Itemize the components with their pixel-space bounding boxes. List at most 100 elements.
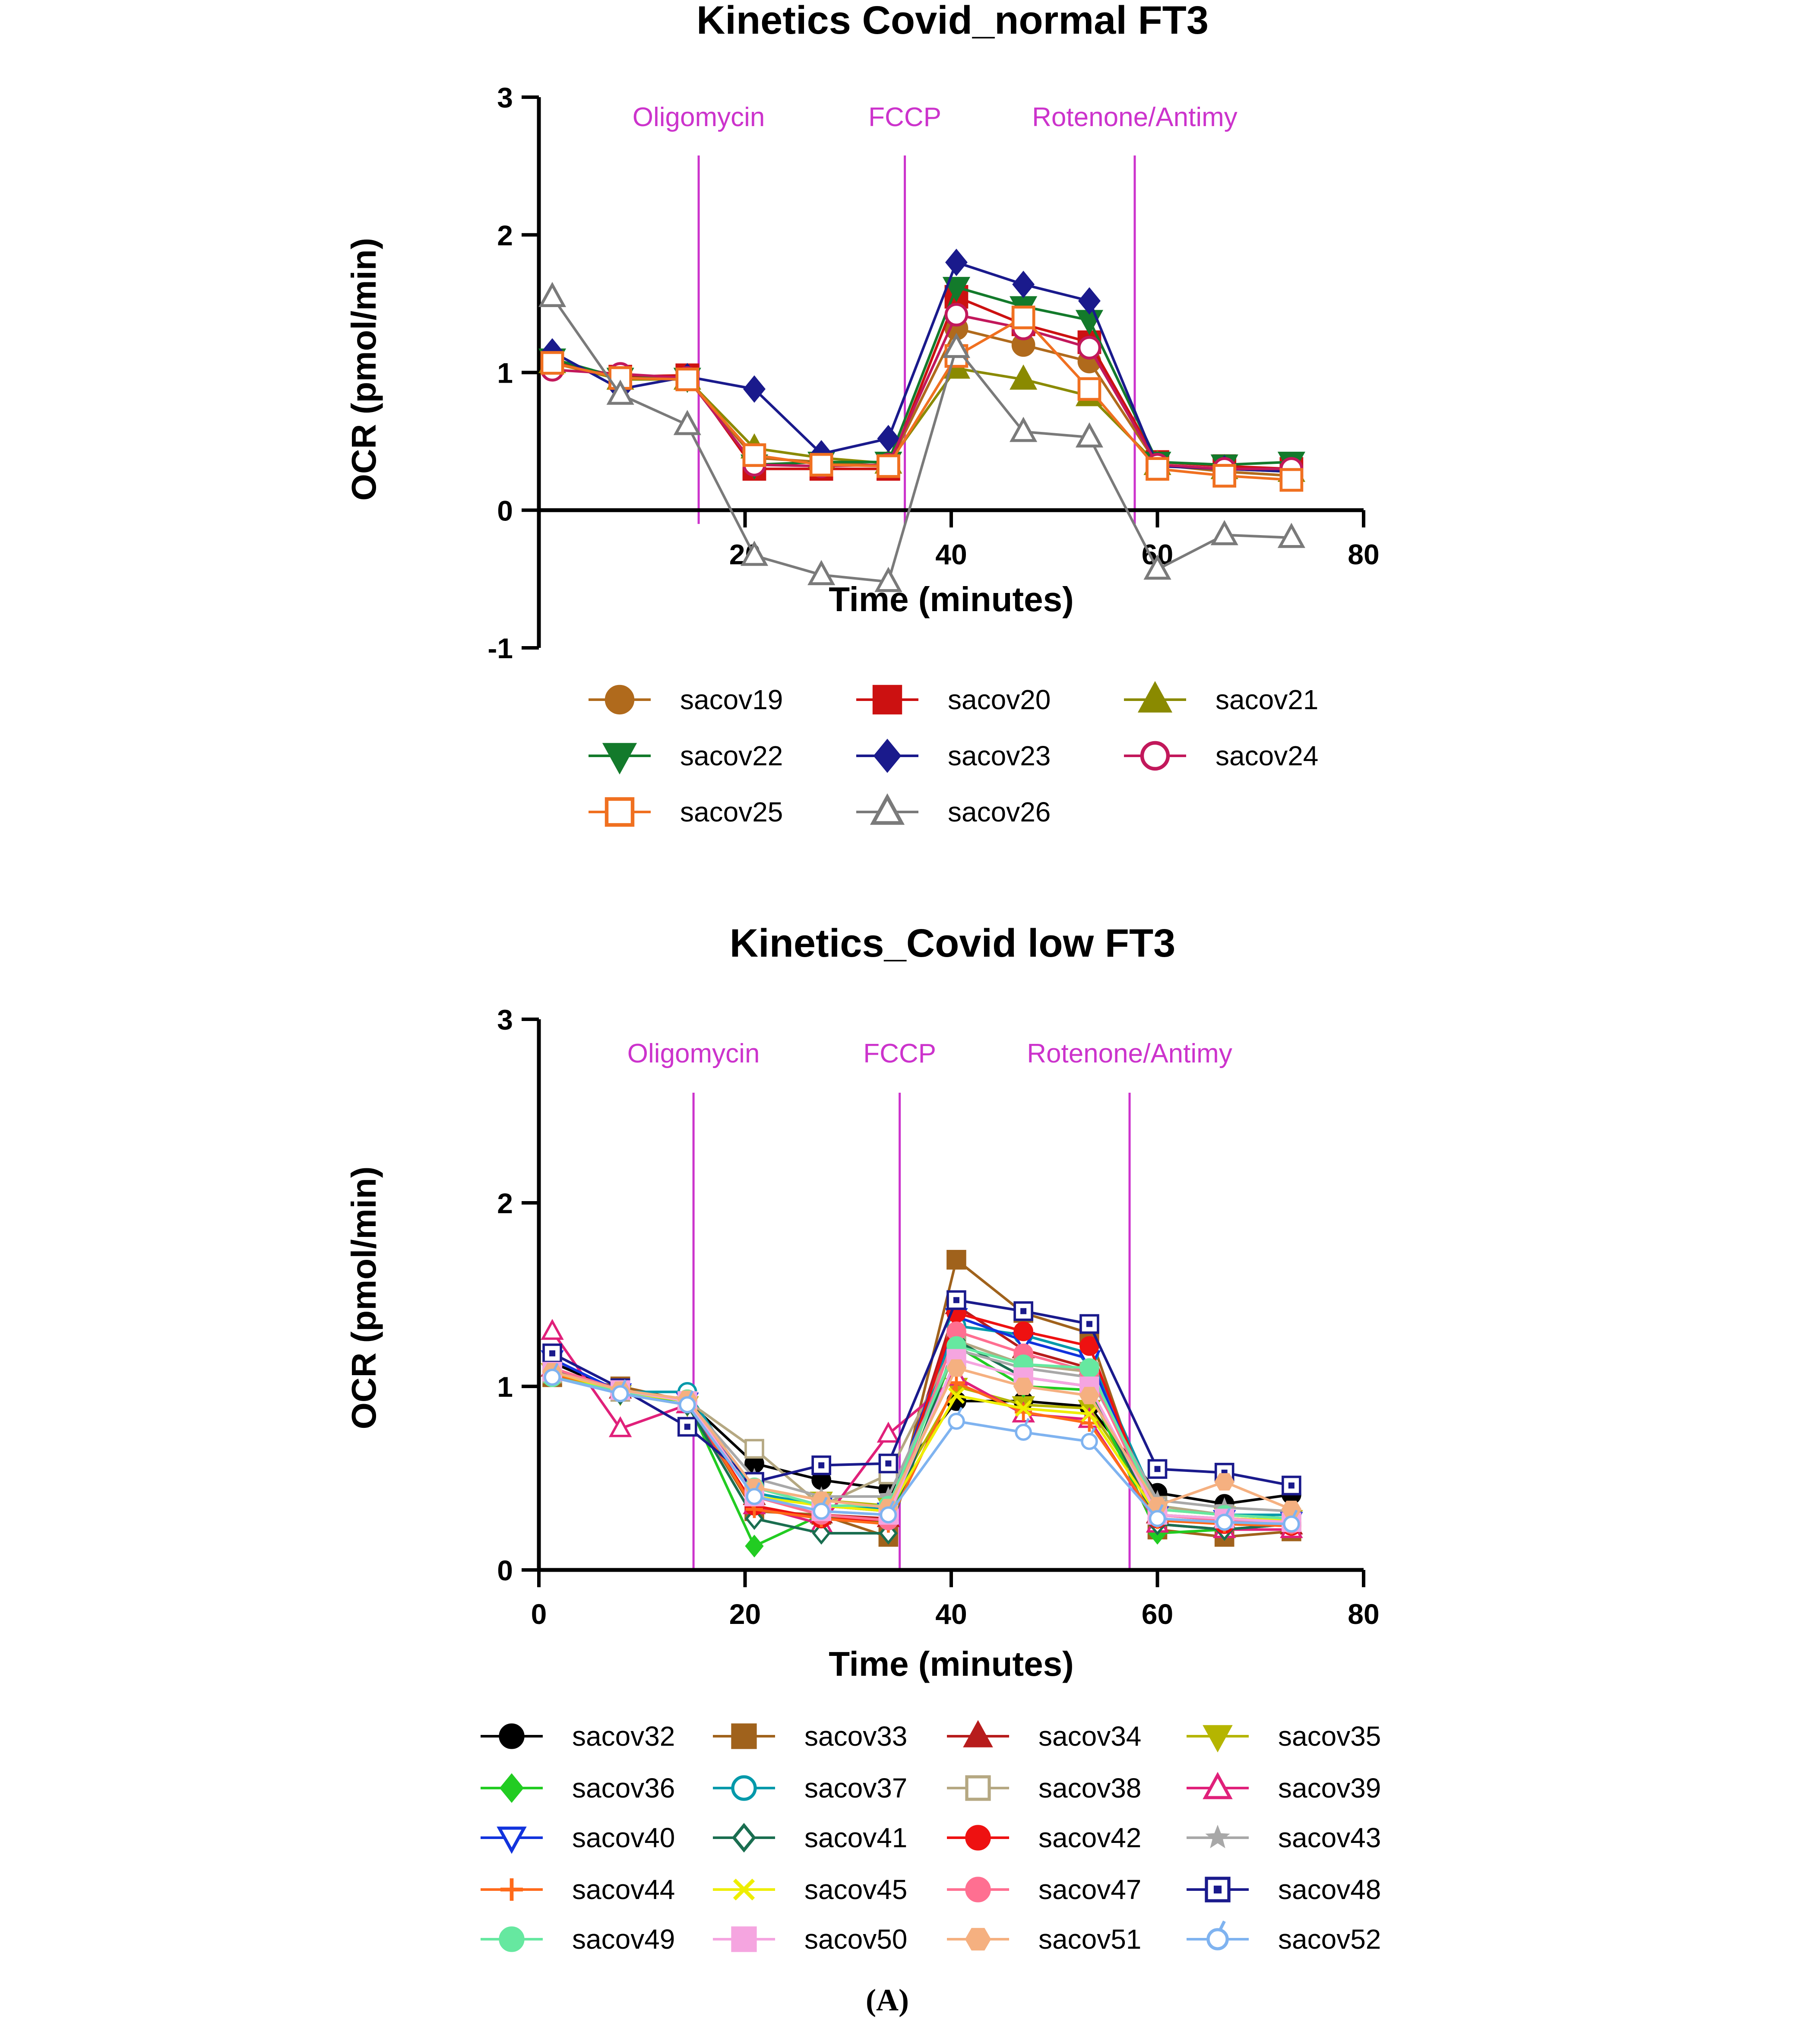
data-point xyxy=(1078,287,1101,315)
legend-marker xyxy=(733,1878,755,1901)
legend-item: sacov26 xyxy=(856,793,1051,828)
legend-label: sacov43 xyxy=(1278,1822,1381,1853)
data-series xyxy=(538,248,1305,592)
data-point xyxy=(948,1387,965,1404)
x-tick-label: 80 xyxy=(1348,1598,1379,1630)
legend-label: sacov25 xyxy=(680,796,783,828)
legend-marker xyxy=(1206,1928,1229,1950)
data-point xyxy=(1015,1424,1032,1441)
data-point xyxy=(880,1506,897,1524)
legend-marker xyxy=(965,1928,991,1951)
data-point xyxy=(1281,1500,1302,1518)
data-point xyxy=(1015,1400,1032,1417)
legend-marker xyxy=(872,685,902,715)
legend-item: sacov34 xyxy=(947,1720,1141,1752)
legend-marker xyxy=(499,1773,524,1803)
data-point xyxy=(746,1488,763,1505)
legend-label: sacov42 xyxy=(1038,1822,1141,1853)
data-point xyxy=(877,1421,900,1443)
axes xyxy=(522,1018,1365,1587)
legend-label: sacov39 xyxy=(1278,1773,1381,1804)
data-point xyxy=(1149,1510,1166,1527)
series-line xyxy=(552,295,1291,470)
series-sacov19 xyxy=(540,317,1304,488)
legend-marker xyxy=(731,1723,757,1749)
data-point xyxy=(743,375,766,403)
data-point xyxy=(948,1412,965,1430)
data-point xyxy=(942,277,971,302)
legend-marker xyxy=(605,797,635,827)
legend-marker xyxy=(965,1775,991,1801)
data-point xyxy=(1012,270,1035,298)
legend-label: sacov24 xyxy=(1215,740,1318,771)
legend-marker xyxy=(499,1723,525,1749)
data-point xyxy=(1015,1403,1032,1421)
data-point xyxy=(744,1439,764,1459)
legend-item: sacov47 xyxy=(947,1874,1141,1905)
x-axis-label: Time (minutes) xyxy=(829,580,1074,618)
data-point xyxy=(942,333,971,358)
data-point xyxy=(1081,1433,1098,1450)
figure-caption: (A) xyxy=(866,1983,909,2017)
legend-item: sacov49 xyxy=(481,1924,675,1955)
legend-label: sacov47 xyxy=(1038,1874,1141,1905)
data-point xyxy=(740,540,769,566)
legend-label: sacov22 xyxy=(680,740,783,771)
injection-label: FCCP xyxy=(863,1039,936,1069)
legend-marker xyxy=(965,1825,991,1851)
series-line xyxy=(551,261,1291,473)
legend-item: sacov37 xyxy=(713,1773,907,1804)
legend-label: sacov21 xyxy=(1215,684,1318,715)
data-point xyxy=(745,1535,764,1558)
data-point xyxy=(675,368,700,391)
legend-marker xyxy=(963,1720,993,1747)
injection-label: Oligomycin xyxy=(627,1039,760,1069)
legend-item: sacov44 xyxy=(481,1874,675,1905)
series-line xyxy=(552,1376,1291,1525)
legend-marker xyxy=(497,1826,527,1854)
data-point xyxy=(812,1522,831,1545)
legend-item: sacov19 xyxy=(589,684,783,715)
series-line xyxy=(552,313,1291,470)
data-point xyxy=(1210,520,1238,545)
data-point xyxy=(809,453,833,477)
chart-covid-low-ft3: Kinetics_Covid low FT3 OCR (pmol/min) Ti… xyxy=(345,921,1381,1955)
data-point xyxy=(1077,377,1101,401)
series-sacov24 xyxy=(540,303,1304,481)
legend-item: sacov25 xyxy=(589,796,783,828)
data-point xyxy=(1079,1336,1099,1356)
injection-markers: Oligomycin FCCP Rotenone/Antimy xyxy=(633,102,1238,524)
x-tick-label: 60 xyxy=(1142,1598,1173,1630)
legend-label: sacov51 xyxy=(1038,1924,1141,1955)
legend-label: sacov32 xyxy=(572,1721,675,1752)
legend-item: sacov45 xyxy=(713,1874,907,1905)
legend-item: sacov35 xyxy=(1187,1721,1381,1753)
legend-item: sacov20 xyxy=(856,684,1051,715)
data-point xyxy=(946,1249,966,1270)
legend-marker xyxy=(602,743,637,775)
data-point xyxy=(1146,457,1169,481)
legend-label: sacov48 xyxy=(1278,1874,1381,1905)
x-tick-label: 80 xyxy=(1348,538,1379,570)
data-point xyxy=(608,1416,632,1437)
series-line xyxy=(551,296,1291,583)
data-series xyxy=(541,1249,1303,1558)
data-point xyxy=(1279,468,1304,492)
legend-marker xyxy=(965,1877,991,1903)
legend-marker xyxy=(499,1926,525,1952)
legend-marker xyxy=(873,739,902,773)
legend-label: sacov50 xyxy=(804,1924,907,1955)
y-tick-label: -1 xyxy=(487,632,513,664)
legend-label: sacov35 xyxy=(1278,1721,1381,1752)
x-tick-label: 20 xyxy=(729,1598,761,1630)
data-point xyxy=(679,1396,696,1414)
data-point xyxy=(538,282,567,307)
legend-label: sacov34 xyxy=(1038,1721,1141,1752)
legend-marker xyxy=(1203,1772,1233,1799)
chart-title: Kinetics_Covid low FT3 xyxy=(730,921,1176,965)
series-sacov42 xyxy=(542,1303,1301,1536)
legend-label: sacov49 xyxy=(572,1924,675,1955)
legend-label: sacov37 xyxy=(804,1773,907,1804)
y-tick-label: 2 xyxy=(497,1187,513,1219)
